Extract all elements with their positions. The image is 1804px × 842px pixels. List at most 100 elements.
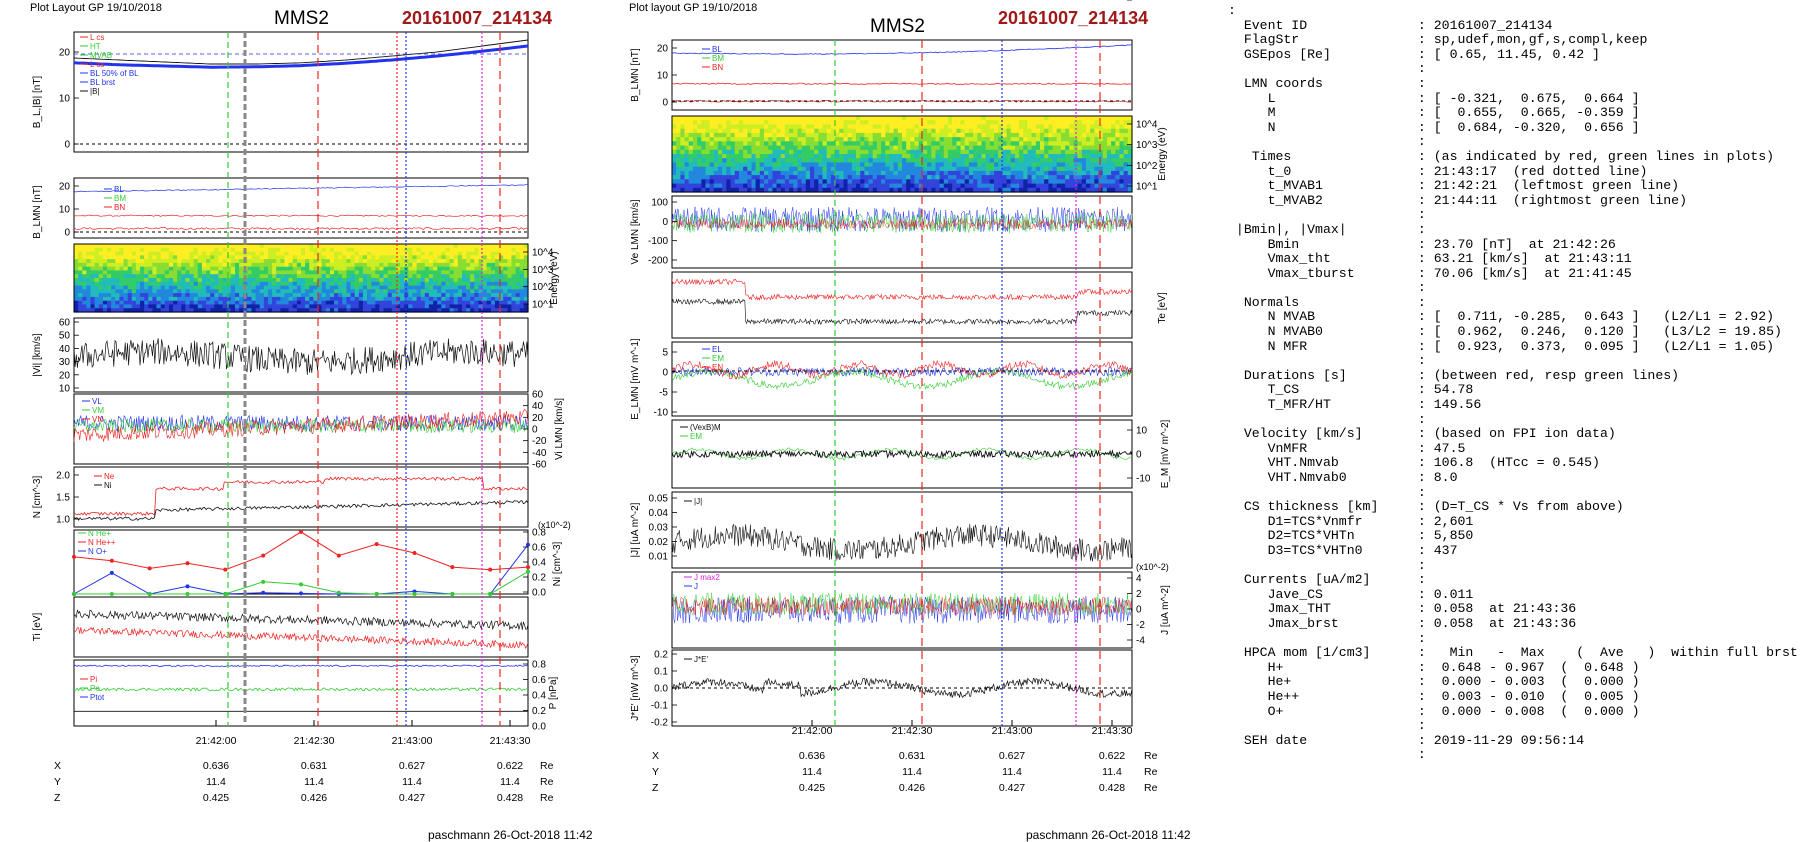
spectrogram-cell bbox=[876, 145, 882, 151]
spectrogram-cell bbox=[789, 162, 794, 168]
spectrogram-cell bbox=[152, 262, 158, 268]
spectrogram-cell bbox=[123, 247, 129, 253]
spectrogram-cell bbox=[462, 293, 467, 298]
spectrogram-cell bbox=[952, 124, 957, 130]
spectrogram-cell bbox=[793, 132, 799, 138]
spectrogram-cell bbox=[914, 158, 920, 163]
spectrogram-cell bbox=[759, 158, 765, 163]
spectrogram-cell bbox=[474, 278, 479, 283]
spectrogram-cell bbox=[755, 162, 761, 168]
spectrogram-cell bbox=[722, 132, 727, 138]
spectrogram-cell bbox=[387, 259, 393, 264]
spectrogram-cell bbox=[449, 300, 455, 306]
spectrogram-cell bbox=[482, 300, 488, 306]
spectrogram-cell bbox=[424, 293, 430, 298]
spectrogram-cell bbox=[268, 266, 273, 272]
spectrogram-cell bbox=[789, 187, 794, 193]
spectrogram-cell bbox=[82, 304, 87, 309]
spectrogram-cell bbox=[830, 128, 836, 134]
ne-line bbox=[73, 476, 529, 517]
spectrogram-cell bbox=[346, 278, 352, 283]
spectrogram-cell bbox=[507, 308, 513, 313]
spectrogram-cell bbox=[416, 304, 422, 309]
y-tick-label: 10^2 bbox=[1136, 0, 1158, 3]
spectrogram-cell bbox=[296, 304, 302, 309]
spectrogram-cell bbox=[152, 308, 158, 313]
spectrogram-cell bbox=[127, 293, 133, 298]
spectrogram-cell bbox=[826, 154, 832, 159]
spectrogram-cell bbox=[1102, 137, 1108, 142]
spectrogram-cell bbox=[86, 262, 92, 268]
spectrogram-cell bbox=[847, 145, 853, 151]
spectrogram-cell bbox=[342, 308, 347, 313]
spectrogram-cell bbox=[1127, 132, 1133, 138]
spectrogram-cell bbox=[1098, 179, 1104, 185]
spectrogram-cell bbox=[1031, 179, 1037, 185]
spectrogram-cell bbox=[793, 158, 799, 163]
spectrogram-cell bbox=[350, 266, 356, 272]
spectrogram-cell bbox=[148, 304, 153, 309]
spectrogram-cell bbox=[230, 300, 236, 306]
spectrogram-cell bbox=[354, 266, 360, 272]
spectrogram-cell bbox=[272, 251, 277, 256]
spectrogram-cell bbox=[1052, 170, 1058, 176]
spectrogram-cell bbox=[814, 120, 819, 125]
spectrogram-cell bbox=[952, 128, 957, 134]
spectrogram-cell bbox=[1086, 149, 1091, 155]
spectrogram-cell bbox=[1014, 141, 1020, 147]
spectrogram-cell bbox=[131, 281, 137, 287]
spectrogram-cell bbox=[94, 293, 100, 298]
spectrogram-cell bbox=[751, 116, 757, 121]
spectrogram-cell bbox=[889, 124, 895, 130]
spectrogram-cell bbox=[835, 187, 840, 193]
spectrogram-cell bbox=[358, 270, 364, 275]
spectrogram-cell bbox=[470, 300, 475, 306]
spectrogram-cell bbox=[897, 170, 903, 176]
spectrogram-cell bbox=[453, 244, 459, 249]
spectrogram-cell bbox=[893, 166, 899, 172]
spectrogram-cell bbox=[902, 154, 907, 159]
spectrogram-cell bbox=[152, 251, 158, 256]
spectrogram-cell bbox=[177, 293, 182, 298]
spectrogram-cell bbox=[793, 175, 799, 180]
spectrogram-cell bbox=[404, 293, 409, 298]
spectrogram-cell bbox=[490, 278, 496, 283]
spectrogram-cell bbox=[1077, 120, 1083, 125]
spectrogram-cell bbox=[74, 255, 79, 260]
spectrogram-cell bbox=[350, 247, 356, 253]
spectrogram-cell bbox=[358, 266, 364, 272]
spectrogram-cell bbox=[776, 166, 782, 172]
spectrogram-cell bbox=[935, 183, 941, 189]
ion-spectrogram bbox=[74, 244, 529, 313]
spectrogram-cell bbox=[881, 137, 886, 142]
spectrogram-cell bbox=[346, 308, 352, 313]
spectrogram-cell bbox=[814, 175, 819, 180]
spectrogram-cell bbox=[284, 285, 290, 290]
spectrogram-cell bbox=[918, 124, 924, 130]
spectrogram-cell bbox=[1073, 124, 1079, 130]
legend-entry: Pi bbox=[90, 675, 97, 684]
spectrogram-cell bbox=[768, 128, 773, 134]
spectrogram-cell bbox=[90, 266, 96, 272]
spectrogram-cell bbox=[400, 259, 405, 264]
spectrogram-cell bbox=[259, 266, 265, 272]
spectrogram-cell bbox=[1106, 132, 1112, 138]
spectrogram-cell bbox=[1081, 154, 1087, 159]
spectrogram-cell bbox=[201, 259, 207, 264]
spectrogram-cell bbox=[1119, 158, 1125, 163]
spectrogram-cell bbox=[918, 162, 924, 168]
spectrogram-cell bbox=[1010, 166, 1016, 172]
spectrogram-cell bbox=[1056, 132, 1062, 138]
spectrogram-cell bbox=[222, 293, 228, 298]
spectrogram-cell bbox=[495, 244, 500, 249]
spectrogram-cell bbox=[268, 251, 273, 256]
legend-entry: L cs bbox=[90, 33, 104, 42]
spectrogram-cell bbox=[280, 281, 286, 287]
spectrogram-cell bbox=[1102, 183, 1108, 189]
spectrogram-cell bbox=[768, 116, 773, 121]
spectrogram-cell bbox=[755, 166, 761, 172]
spectrogram-cell bbox=[1094, 149, 1100, 155]
spectrogram-cell bbox=[805, 149, 811, 155]
spectrogram-cell bbox=[214, 308, 219, 313]
position-value: 0.622 bbox=[497, 760, 523, 772]
